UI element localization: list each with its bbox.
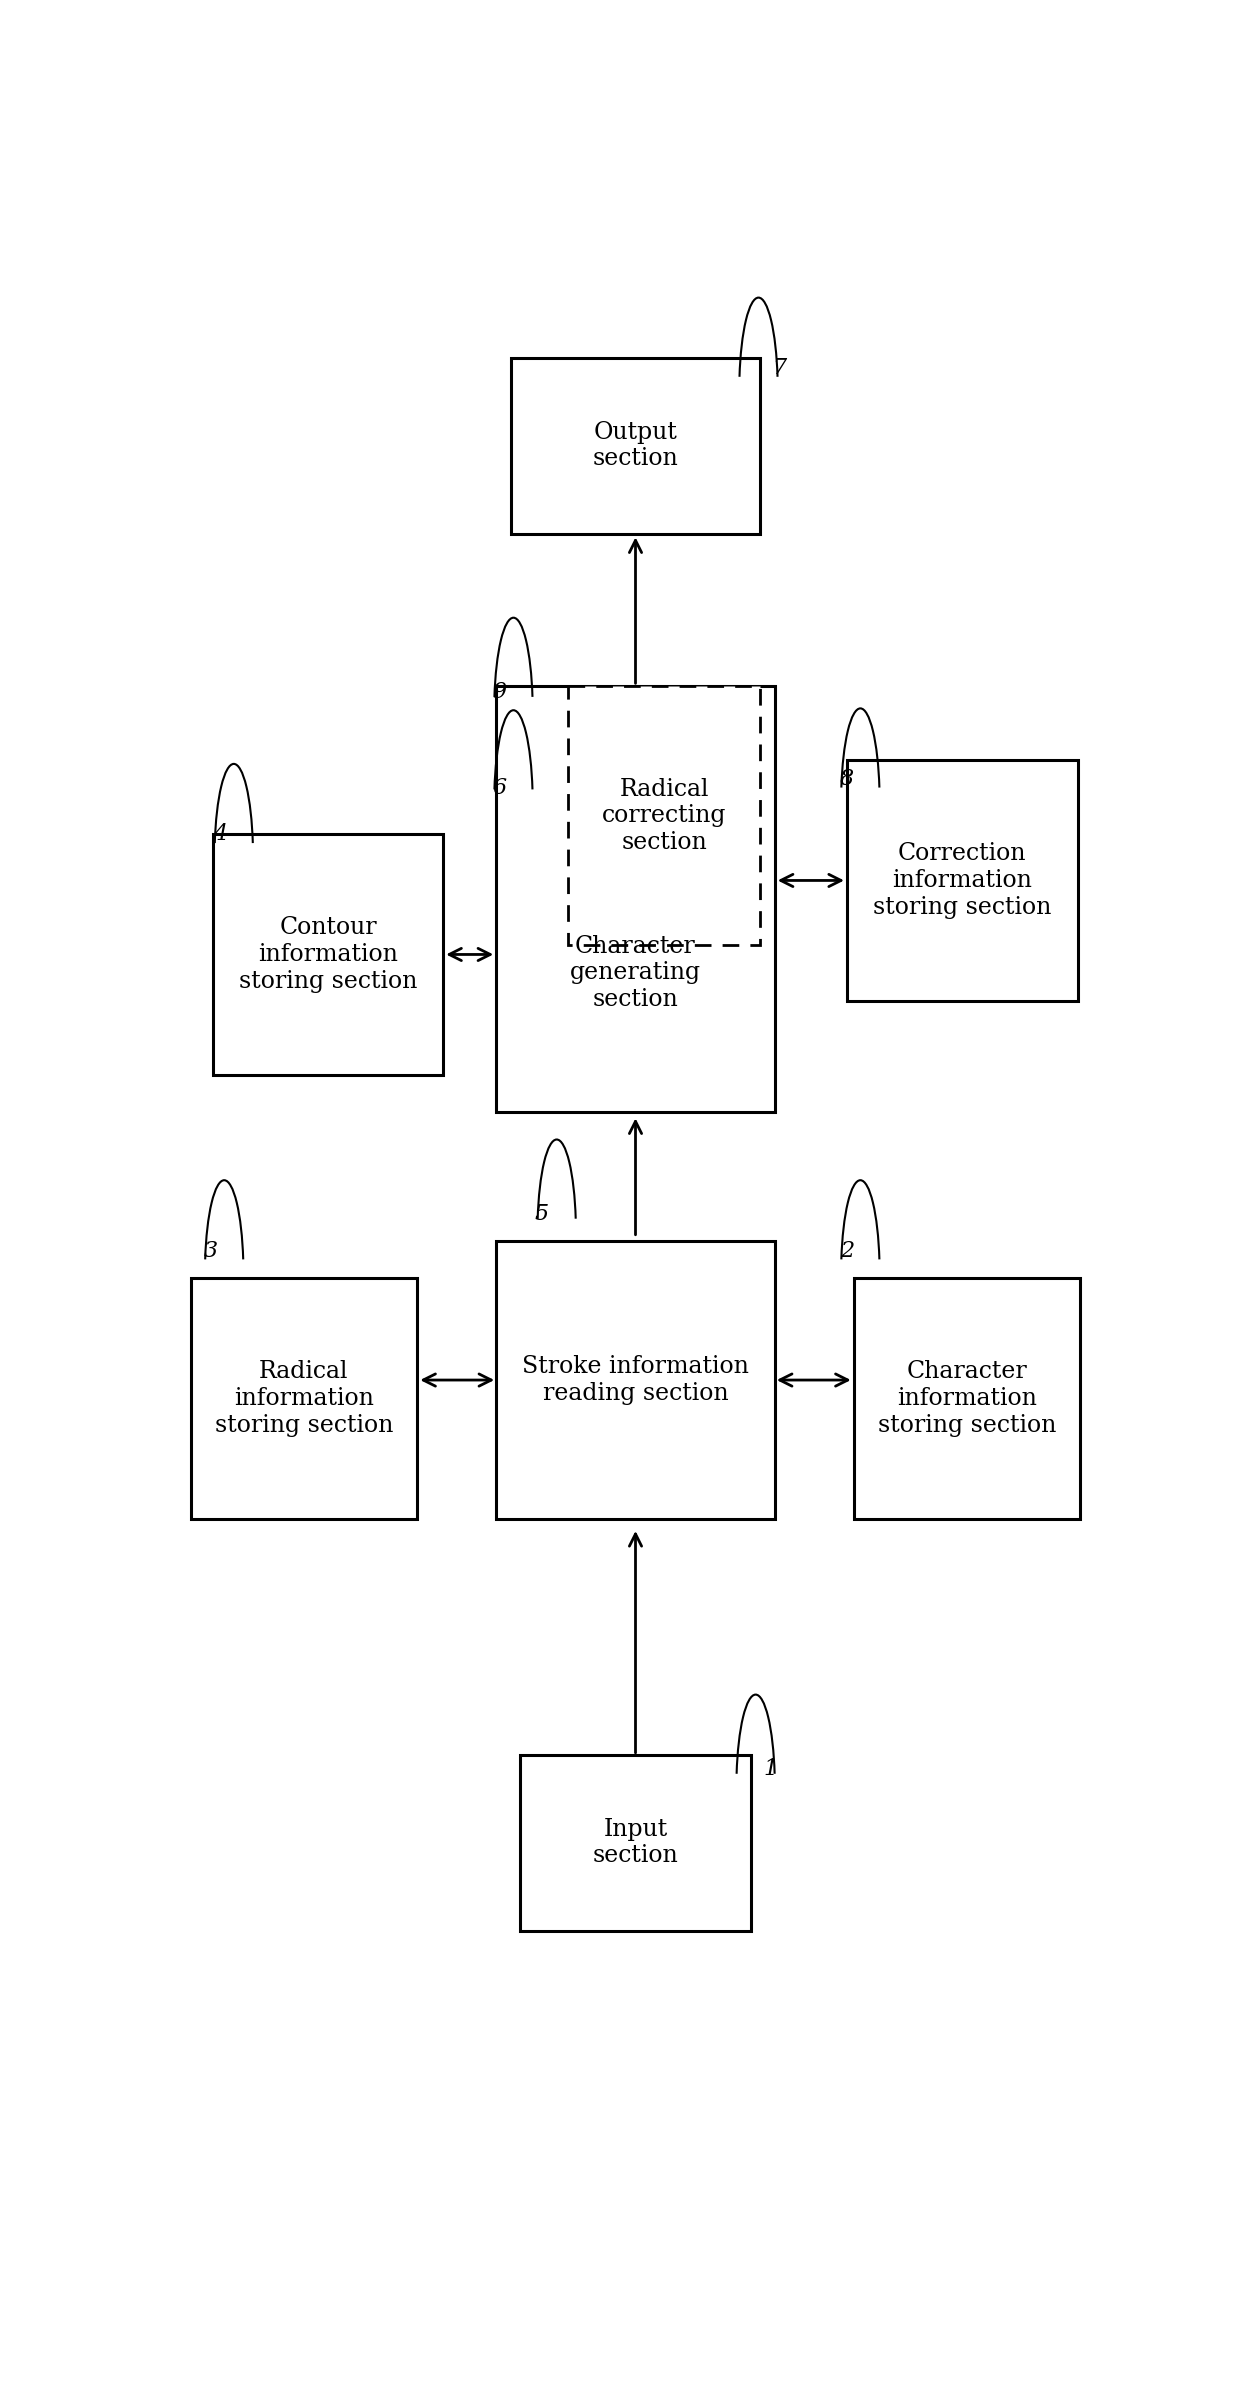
Text: Output
section: Output section xyxy=(593,421,678,471)
Text: Input
section: Input section xyxy=(593,1817,678,1867)
Bar xyxy=(568,687,760,944)
Text: Radical
correcting
section: Radical correcting section xyxy=(603,779,727,853)
Bar xyxy=(213,834,444,1074)
Bar xyxy=(496,1242,775,1519)
Bar xyxy=(191,1278,417,1519)
Text: Radical
information
storing section: Radical information storing section xyxy=(215,1360,393,1437)
Bar xyxy=(521,1754,751,1930)
Text: Character
generating
section: Character generating section xyxy=(570,935,701,1012)
Text: 6: 6 xyxy=(492,776,506,798)
Text: Stroke information
reading section: Stroke information reading section xyxy=(522,1355,749,1406)
Text: 8: 8 xyxy=(839,767,854,791)
Text: Contour
information
storing section: Contour information storing section xyxy=(239,916,417,992)
Text: 2: 2 xyxy=(839,1240,854,1262)
Text: 3: 3 xyxy=(203,1240,218,1262)
Text: 4: 4 xyxy=(213,824,227,846)
Text: 9: 9 xyxy=(492,680,506,702)
Text: 7: 7 xyxy=(773,358,786,380)
Bar xyxy=(496,687,775,1113)
Text: 1: 1 xyxy=(763,1757,777,1781)
Text: 5: 5 xyxy=(534,1202,548,1226)
Bar xyxy=(847,759,1078,1000)
Bar xyxy=(511,358,760,533)
Bar xyxy=(854,1278,1080,1519)
Text: Correction
information
storing section: Correction information storing section xyxy=(873,843,1052,918)
Text: Character
information
storing section: Character information storing section xyxy=(878,1360,1056,1437)
